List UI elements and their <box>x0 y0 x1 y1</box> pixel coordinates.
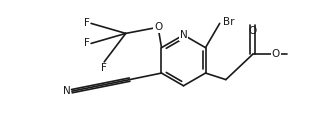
Text: O: O <box>272 49 280 59</box>
Text: O: O <box>249 26 257 36</box>
Text: N: N <box>62 86 70 96</box>
Text: Br: Br <box>223 17 234 27</box>
Text: F: F <box>101 63 107 73</box>
Text: F: F <box>84 38 90 48</box>
Text: N: N <box>180 30 187 40</box>
Text: F: F <box>84 18 90 28</box>
Text: O: O <box>154 22 162 32</box>
